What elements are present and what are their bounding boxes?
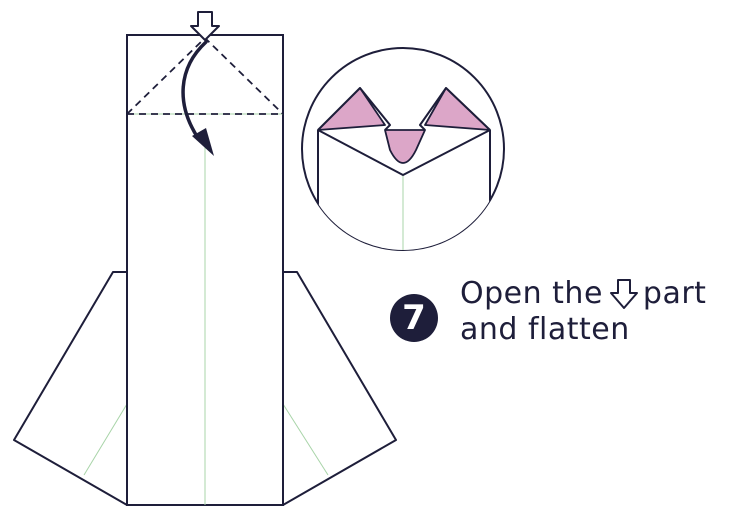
instruction-line-1: Open the part xyxy=(460,276,706,312)
instruction-line1-before: Open the xyxy=(460,276,603,311)
step-number-badge: 7 xyxy=(390,294,438,342)
main-column xyxy=(126,34,284,506)
left-flap xyxy=(13,271,128,506)
pink-center-pocket xyxy=(384,129,426,164)
instruction-line2: and flatten xyxy=(460,312,630,347)
open-arrow-icon xyxy=(609,279,638,309)
right-flap xyxy=(282,271,397,506)
fold-motion-arrow-icon xyxy=(181,40,214,156)
open-arrow-icon xyxy=(190,11,220,41)
detail-inset xyxy=(301,47,505,251)
instruction-line1-after: part xyxy=(642,276,707,311)
instruction-text: Open the part and flatten xyxy=(460,276,706,348)
instruction-line-2: and flatten xyxy=(460,312,706,348)
